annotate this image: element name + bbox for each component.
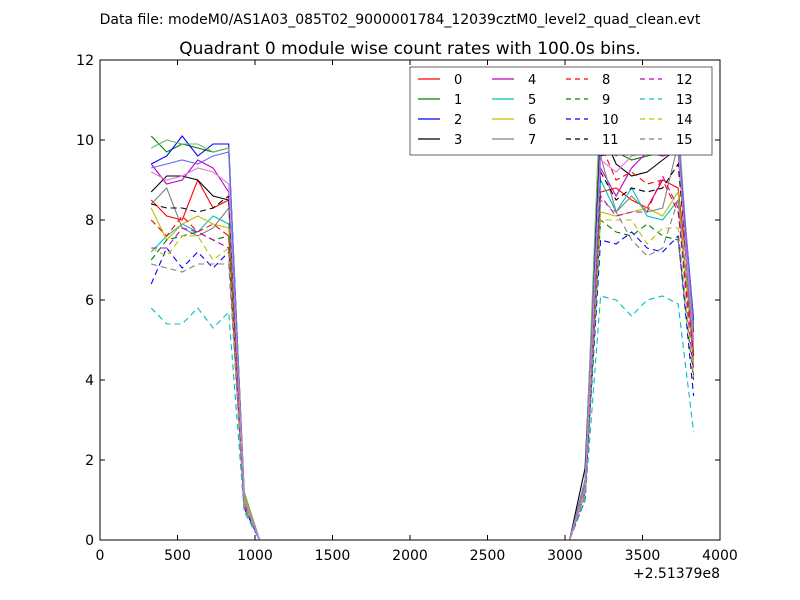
series-line-13 <box>150 295 695 541</box>
x-tick-label: 1000 <box>237 548 273 564</box>
series-line-extra-18 <box>150 147 695 541</box>
x-tick-label: 4000 <box>702 548 738 564</box>
x-tick-label: 2500 <box>470 548 506 564</box>
legend-label-6: 6 <box>528 113 536 128</box>
legend-label-12: 12 <box>676 73 693 88</box>
legend-label-9: 9 <box>602 93 610 108</box>
x-tick-label: 0 <box>96 548 105 564</box>
legend-frame <box>409 66 713 156</box>
legend-label-7: 7 <box>528 133 536 148</box>
y-tick-label: 8 <box>85 213 94 229</box>
series-layer <box>150 87 695 541</box>
legend-label-15: 15 <box>676 133 693 148</box>
chart-title: Quadrant 0 module wise count rates with … <box>179 39 640 59</box>
x-tick-label: 500 <box>164 548 191 564</box>
y-tick-label: 12 <box>76 53 94 69</box>
y-tick-label: 10 <box>76 133 94 149</box>
legend-label-5: 5 <box>528 93 536 108</box>
legend-label-0: 0 <box>454 73 462 88</box>
legend-label-14: 14 <box>676 113 693 128</box>
series-line-1 <box>150 122 695 541</box>
chart-suptitle: Data file: modeM0/AS1A03_085T02_90000017… <box>100 12 701 28</box>
x-tick-label: 3500 <box>625 548 661 564</box>
legend-label-2: 2 <box>454 113 462 128</box>
x-tick-label: 3000 <box>547 548 583 564</box>
x-tick-label: 2000 <box>392 548 428 564</box>
y-tick-label: 4 <box>85 373 94 389</box>
y-tick-label: 6 <box>85 293 94 309</box>
legend-label-11: 11 <box>602 133 619 148</box>
x-offset-label: +2.51379e8 <box>633 566 720 582</box>
legend-label-1: 1 <box>454 93 462 108</box>
legend-label-13: 13 <box>676 93 693 108</box>
legend-label-4: 4 <box>528 73 536 88</box>
legend-label-10: 10 <box>602 113 619 128</box>
x-tick-label: 1500 <box>315 548 351 564</box>
y-tick-label: 0 <box>85 533 94 549</box>
legend-label-8: 8 <box>602 73 610 88</box>
legend-label-3: 3 <box>454 133 462 148</box>
tick-layer: 0 500 1000 1500 2000 2500 3000 3500 400002468101… <box>76 53 738 564</box>
y-tick-label: 2 <box>85 453 94 469</box>
